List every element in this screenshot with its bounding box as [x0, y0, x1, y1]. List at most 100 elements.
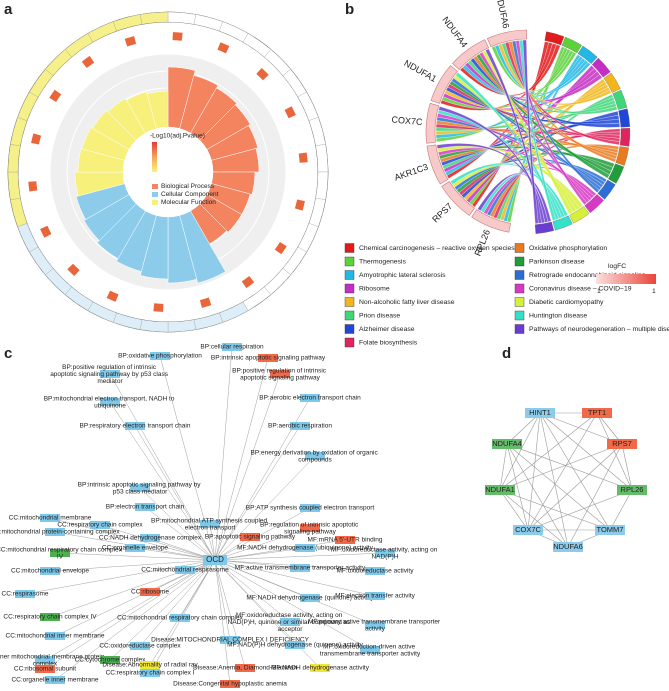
- edge: [506, 443, 529, 531]
- pathway-arc: [615, 146, 629, 166]
- legend-key: [344, 324, 355, 334]
- node-label: TOMM7: [597, 525, 624, 534]
- term-block: [264, 268, 291, 295]
- node-label: CC:mitochondrial respirasome: [141, 567, 229, 574]
- term-block: [315, 144, 329, 173]
- edge: [144, 506, 216, 561]
- legend-label: Prion disease: [359, 312, 400, 319]
- pathway-arc: [561, 36, 582, 54]
- legend-label: Alzheimer disease: [359, 326, 415, 333]
- edge: [499, 443, 508, 491]
- pathway-arc: [612, 89, 628, 110]
- gene-arc: [471, 209, 511, 233]
- node: [300, 524, 320, 532]
- node: [130, 642, 150, 650]
- legend-key: [514, 324, 525, 334]
- count-block: [67, 263, 80, 277]
- term-block: [7, 144, 21, 173]
- node-label: RPS7: [612, 439, 632, 448]
- edge: [539, 412, 623, 445]
- node: [90, 521, 110, 529]
- edge: [499, 489, 529, 531]
- legend-label: Coronavirus disease – COVID−19: [529, 285, 632, 292]
- node-label: CC:cytochrome complex: [75, 657, 147, 664]
- node: [553, 542, 583, 552]
- node: [607, 439, 637, 449]
- ribbon: [438, 106, 546, 224]
- term-block: [140, 319, 169, 333]
- pathway-arc: [577, 45, 598, 64]
- edge: [44, 559, 216, 670]
- node: [140, 669, 160, 677]
- edge: [214, 559, 376, 626]
- term-block: [87, 21, 117, 43]
- node-label: BP:positive regulation of intrinsic apop…: [232, 367, 328, 381]
- node-label: MF:oxidoreduction-driven active transmem…: [320, 643, 421, 657]
- edge: [214, 425, 301, 561]
- edge: [527, 443, 623, 531]
- edge: [54, 559, 216, 681]
- edge: [214, 373, 281, 561]
- legend-label: Molecular Function: [161, 199, 216, 206]
- term-block: [242, 33, 272, 58]
- node: [335, 536, 355, 544]
- node-label: NDUFA1: [485, 485, 515, 494]
- term-block: [219, 301, 249, 323]
- ribbon: [450, 163, 566, 218]
- edge: [499, 412, 541, 491]
- legend-key: [514, 283, 525, 294]
- term-block: [282, 68, 307, 98]
- node-label: MF:oxidoreductase activity: [337, 568, 415, 575]
- count-block: [81, 55, 95, 68]
- edge: [24, 559, 216, 595]
- node: [290, 564, 310, 572]
- term-block: [17, 223, 39, 253]
- edge: [539, 412, 611, 531]
- node: [290, 422, 310, 430]
- edge: [609, 489, 633, 531]
- edge: [214, 559, 291, 623]
- legend-label: Parkinson disease: [529, 258, 585, 265]
- pathway-arc: [608, 163, 625, 184]
- node: [310, 664, 330, 672]
- gene-arc: [452, 39, 489, 70]
- pathway-arc: [569, 206, 590, 224]
- count-block: [28, 181, 38, 192]
- term-block: [315, 171, 329, 200]
- edge: [214, 552, 386, 561]
- node-label: Disease:Anemia, Diamond-Blackfan: [193, 665, 297, 672]
- node-label: BP:mitochondrial ATP synthesis coupled e…: [151, 517, 269, 531]
- node: [492, 439, 522, 449]
- node-label: CC:respiratory chain complex IV: [3, 614, 97, 621]
- node: [270, 370, 290, 378]
- count-block: [124, 36, 137, 47]
- legend-key: [514, 310, 525, 321]
- edge: [59, 552, 216, 561]
- gene-label: AKR1C3: [393, 162, 429, 183]
- node-label: MF:NADH dehydrogenase (quinone) activity: [246, 595, 374, 602]
- count-block: [153, 303, 164, 312]
- edge: [109, 373, 216, 561]
- node-label: HINT1: [529, 408, 551, 417]
- node: [15, 590, 35, 598]
- node-label: CC:mitochondrial inner membrane: [6, 633, 105, 640]
- node-label: MF:active transmembrane transporter acti…: [235, 565, 366, 572]
- node-label: CC:mitochondrial envelope: [11, 568, 89, 575]
- node: [125, 544, 145, 552]
- node-label: CC:organelle inner membrane: [11, 677, 98, 684]
- pathway-arc: [534, 221, 555, 234]
- node-label: CC:mitochondrial respiratory chain compl…: [117, 615, 243, 622]
- node: [135, 503, 155, 511]
- term-block: [7, 171, 21, 200]
- count-block: [31, 133, 42, 145]
- node: [365, 592, 385, 600]
- legend-key: [344, 283, 355, 294]
- node: [617, 485, 647, 495]
- node-label: CC:NADH dehydrogenase complex: [99, 535, 202, 542]
- node: [525, 408, 555, 418]
- count-block: [49, 89, 62, 103]
- edge: [49, 517, 216, 561]
- legend-key: [344, 337, 355, 348]
- edge: [214, 559, 301, 569]
